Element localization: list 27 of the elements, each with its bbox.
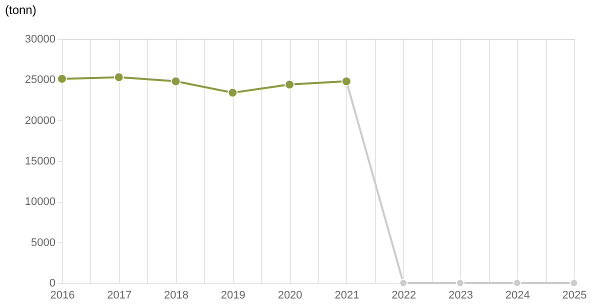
x-tick-label: 2020 xyxy=(278,290,302,302)
point xyxy=(170,76,181,86)
point xyxy=(114,72,124,82)
y-tick-label: 10000 xyxy=(24,196,56,208)
x-tick-label: 2021 xyxy=(334,290,360,302)
point xyxy=(284,80,295,90)
point xyxy=(57,74,67,84)
x-tick-label: 2016 xyxy=(50,290,75,302)
y-tick-label: 20000 xyxy=(24,114,56,127)
y-tick-label: 15000 xyxy=(24,156,56,168)
y-tick-label: 30000 xyxy=(24,34,56,46)
y-tick-label: 5000 xyxy=(31,236,56,249)
point xyxy=(228,88,238,98)
x-tick-label: 2024 xyxy=(505,290,530,302)
y-tick-label: 25000 xyxy=(24,74,56,86)
x-tick-label: 2023 xyxy=(448,290,473,302)
point xyxy=(456,278,464,288)
y-tick-label: 0 xyxy=(49,278,56,290)
point xyxy=(512,278,522,288)
x-tick-label: 2019 xyxy=(220,290,246,302)
y-axis-title: (tonn) xyxy=(5,3,36,17)
x-tick-label: 2025 xyxy=(562,290,587,302)
x-tick-label: 2022 xyxy=(392,290,416,302)
point xyxy=(570,278,578,288)
x-tick-label: 2018 xyxy=(164,290,189,302)
point xyxy=(399,278,408,288)
x-tick-label: 2017 xyxy=(107,290,132,302)
